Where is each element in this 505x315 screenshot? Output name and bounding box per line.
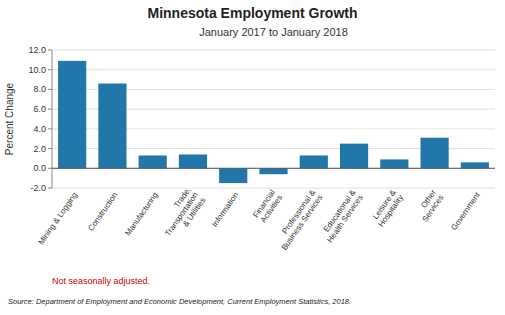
- tick-mark: [48, 109, 52, 110]
- bars: [58, 61, 489, 183]
- bar: [98, 84, 126, 169]
- tick-mark: [48, 69, 52, 70]
- axis-label: Percent Change: [4, 82, 15, 155]
- tick-label: Government: [449, 190, 482, 232]
- bar: [380, 159, 408, 168]
- tick-mark: [48, 89, 52, 90]
- tick-label: -2.0: [30, 183, 46, 193]
- subtitle: January 2017 to January 2018: [199, 26, 348, 38]
- bar: [139, 155, 167, 168]
- bar: [259, 168, 287, 174]
- annotation: Source: Department of Employment and Eco…: [8, 297, 351, 306]
- y-axis: -2.0 0.0 2.0 4.0 6.0 8.0 10.0 12.0: [28, 45, 495, 193]
- tick-label: Trade,Transportation& Utilities: [156, 186, 208, 244]
- bar: [300, 155, 328, 168]
- tick-label: 8.0: [33, 84, 46, 94]
- bar: [461, 162, 489, 168]
- axis-line: [52, 50, 53, 188]
- x-axis: Mining & LoggingConstructionManufacturin…: [36, 186, 482, 252]
- chart: Minnesota Employment Growth January 2017 …: [0, 0, 505, 315]
- title: Minnesota Employment Growth: [147, 5, 357, 21]
- tick-label: Educational &Health Services: [318, 188, 365, 245]
- bar: [179, 154, 207, 168]
- tick-label: 10.0: [28, 65, 46, 75]
- annotation: Not seasonally adjusted.: [52, 276, 150, 286]
- tick-mark: [48, 128, 52, 129]
- grid-line: [52, 168, 495, 169]
- bar: [58, 61, 86, 168]
- tick-label: 2.0: [33, 144, 46, 154]
- tick-label: 6.0: [33, 104, 46, 114]
- tick-label: Professional &Business Services: [272, 188, 325, 252]
- grid-line: [52, 188, 495, 189]
- tick-mark: [48, 168, 52, 169]
- tick-label: Information: [210, 191, 240, 229]
- bar: [340, 144, 368, 169]
- tick-label: Manufacturing: [123, 191, 159, 238]
- tick-mark: [48, 50, 52, 51]
- tick-mark: [48, 148, 52, 149]
- grid-line: [52, 50, 495, 51]
- tick-label: Construction: [86, 191, 119, 233]
- tick-label: 0.0: [33, 163, 46, 173]
- tick-mark: [48, 188, 52, 189]
- tick-label: OtherServices: [413, 188, 446, 224]
- bar: [219, 168, 247, 183]
- baseline: [52, 168, 495, 169]
- bar: [420, 138, 448, 169]
- tick-label: FinancialActivities: [251, 188, 284, 225]
- tick-label: Leisure &Hospitality: [369, 188, 405, 229]
- grid-line: [52, 69, 495, 70]
- tick-label: Mining & Logging: [36, 191, 79, 247]
- tick-label: 12.0: [28, 45, 46, 55]
- tick-label: 4.0: [33, 124, 46, 134]
